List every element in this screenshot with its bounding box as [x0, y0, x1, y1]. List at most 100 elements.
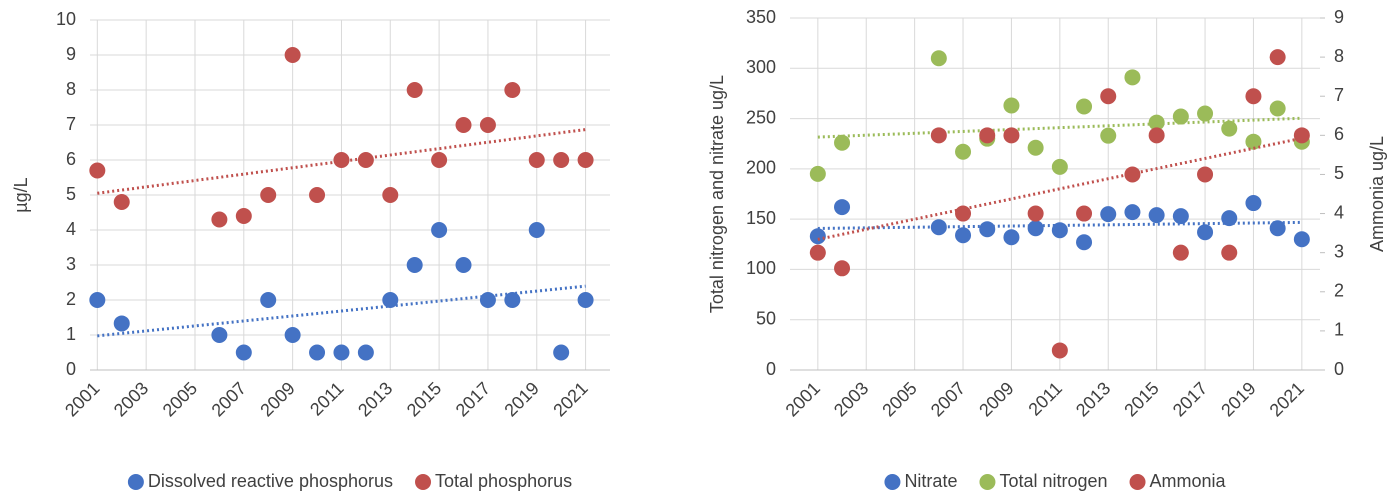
data-point	[809, 165, 826, 182]
data-point	[479, 117, 496, 133]
data-point	[1172, 208, 1189, 225]
data-point	[431, 152, 448, 168]
x-tick-label: 2021	[1266, 378, 1308, 420]
y-tick-label: 9	[66, 44, 76, 64]
x-tick-label: 2001	[782, 378, 824, 420]
x-tick-label: 2003	[830, 378, 872, 420]
trendline	[817, 220, 1302, 230]
y-tick-label: 0	[766, 359, 776, 379]
data-point	[382, 187, 399, 203]
data-point	[1245, 133, 1262, 150]
legend-marker	[1129, 474, 1146, 490]
y-tick-label: 7	[66, 114, 76, 134]
y-tick-label: 0	[66, 359, 76, 379]
data-point	[309, 344, 326, 361]
y2-tick-label: 3	[1334, 241, 1344, 261]
y-axis-title: µg/L	[11, 177, 31, 212]
data-point	[89, 162, 106, 179]
y2-axis-title: Ammonia ug/L	[1367, 136, 1387, 252]
data-point	[1221, 120, 1238, 137]
legend-label: Nitrate	[904, 471, 957, 491]
y2-tick-label: 7	[1334, 85, 1344, 105]
data-point	[260, 292, 277, 308]
y-tick-label: 300	[746, 57, 776, 77]
y-tick-label: 50	[756, 308, 776, 328]
data-point	[809, 228, 826, 245]
data-point	[260, 187, 277, 203]
y-tick-label: 3	[66, 254, 76, 274]
x-tick-label: 2013	[354, 378, 396, 420]
x-tick-label: 2011	[306, 378, 348, 420]
data-point	[1051, 342, 1068, 359]
data-point	[1124, 204, 1141, 221]
x-tick-label: 2017	[1169, 378, 1211, 420]
data-point	[235, 344, 252, 361]
data-point	[479, 292, 496, 308]
x-tick-label: 2013	[1072, 378, 1114, 420]
chart-panel: 0 1 2 3 4 5 6 7 8 9 10 2001 2003 2005 2007 2009 2011 2013…	[11, 9, 610, 491]
data-point	[1003, 127, 1020, 144]
data-point	[113, 194, 130, 210]
data-point	[455, 117, 472, 133]
data-point	[577, 292, 594, 308]
y2-tick-label: 2	[1334, 281, 1344, 301]
data-point	[528, 222, 545, 238]
data-point	[1148, 207, 1165, 224]
data-point	[357, 344, 374, 361]
x-tick-label: 2009	[975, 378, 1017, 420]
y-tick-label: 150	[746, 208, 776, 228]
data-point	[235, 208, 252, 224]
data-point	[834, 134, 851, 151]
trendline	[97, 128, 586, 195]
data-point	[455, 257, 472, 273]
y-tick-label: 200	[746, 158, 776, 178]
data-point	[1197, 166, 1214, 183]
legend-marker	[415, 474, 432, 490]
data-point	[528, 152, 545, 168]
legend-label: Total nitrogen	[999, 471, 1107, 491]
data-point	[955, 205, 972, 222]
legend-label: Dissolved reactive phosphorus	[148, 471, 393, 491]
data-point	[1076, 205, 1093, 222]
y-tick-label: 5	[66, 184, 76, 204]
data-point	[979, 127, 996, 144]
data-point	[1269, 49, 1286, 66]
data-point	[955, 227, 972, 244]
data-point	[834, 199, 851, 216]
data-point	[577, 152, 594, 168]
y-tick-label: 2	[66, 289, 76, 309]
data-point	[1027, 139, 1044, 156]
data-point	[979, 221, 996, 238]
data-point	[406, 257, 423, 273]
x-tick-label: 2009	[256, 378, 298, 420]
data-point	[357, 152, 374, 168]
data-point	[406, 82, 423, 98]
data-point	[955, 143, 972, 160]
y2-tick-label: 1	[1334, 320, 1344, 340]
legend: Nitrate Total nitrogen Ammonia	[884, 471, 1227, 491]
data-point	[553, 344, 570, 361]
data-point	[89, 292, 106, 308]
x-tick-label: 2005	[878, 378, 920, 420]
y2-tick-label: 5	[1334, 163, 1344, 183]
y-tick-label: 350	[746, 7, 776, 27]
trendline	[817, 116, 1302, 139]
legend: Dissolved reactive phosphorus Total phosp…	[127, 471, 572, 491]
data-point	[1269, 100, 1286, 117]
data-point	[1027, 205, 1044, 222]
data-point	[1245, 195, 1262, 212]
data-point	[211, 211, 228, 228]
legend-marker	[884, 474, 901, 490]
data-point	[1148, 127, 1165, 144]
data-point	[1221, 244, 1238, 261]
data-point	[1076, 234, 1093, 251]
x-tick-label: 2019	[1217, 378, 1259, 420]
y-tick-label: 8	[66, 79, 76, 99]
x-tick-label: 2017	[452, 378, 494, 420]
data-point	[1027, 220, 1044, 237]
data-point	[284, 47, 301, 63]
data-point	[1197, 105, 1214, 122]
data-point	[1172, 108, 1189, 125]
x-tick-label: 2003	[110, 378, 152, 420]
